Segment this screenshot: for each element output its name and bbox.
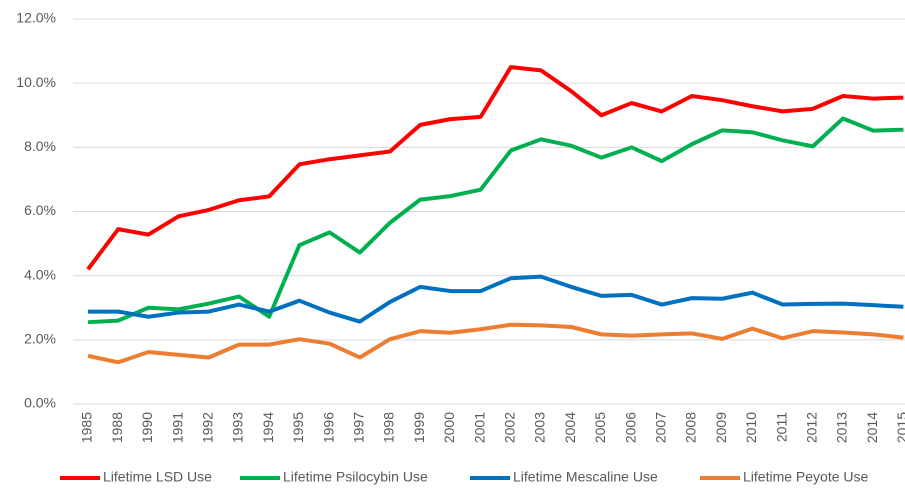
x-tick-label: 1991 (169, 412, 185, 443)
x-tick-label: 2006 (622, 412, 638, 443)
x-tick-label: 1990 (139, 412, 155, 443)
x-tick-label: 1994 (260, 412, 276, 443)
y-tick-label: 8.0% (24, 138, 56, 154)
data-line (87, 116, 904, 325)
x-tick-label: 1992 (200, 412, 216, 443)
x-tick-label: 2008 (683, 412, 699, 443)
y-tick-label: 6.0% (24, 202, 56, 218)
x-tick-label: 1993 (230, 412, 246, 443)
x-tick-label: 2005 (592, 412, 608, 443)
y-tick-label: 2.0% (24, 331, 56, 347)
x-tick-label: 1996 (320, 412, 336, 443)
x-tick-label: 2012 (804, 412, 820, 443)
y-tick-label: 10.0% (16, 74, 56, 90)
y-tick-label: 12.0% (16, 10, 56, 26)
x-tick-label: 2007 (653, 412, 669, 443)
data-line (88, 274, 904, 324)
legend-label: Lifetime Peyote Use (743, 469, 868, 485)
x-tick-label: 2010 (743, 412, 759, 443)
x-tick-label: 1995 (290, 412, 306, 443)
legend-label: Lifetime Mescaline Use (513, 469, 658, 485)
y-tick-label: 4.0% (24, 266, 56, 282)
y-tick-label: 0.0% (24, 395, 56, 411)
x-tick-label: 1999 (411, 412, 427, 443)
x-tick-label: 1988 (109, 412, 125, 443)
x-tick-label: 2002 (502, 412, 518, 443)
x-tick-label: 2004 (562, 412, 578, 443)
x-tick-label: 2014 (864, 412, 880, 443)
x-tick-label: 2003 (532, 412, 548, 443)
x-tick-label: 2000 (441, 412, 457, 443)
x-tick-label: 1985 (79, 412, 95, 443)
legend-label: Lifetime Psilocybin Use (283, 469, 428, 485)
data-line (87, 322, 904, 365)
x-tick-label: 1998 (381, 412, 397, 443)
x-tick-label: 2011 (773, 412, 789, 442)
x-tick-label: 2001 (471, 412, 487, 443)
x-tick-label: 2015 (894, 412, 905, 443)
x-tick-label: 2013 (834, 412, 850, 443)
data-line (86, 65, 904, 271)
x-tick-label: 1997 (351, 412, 367, 443)
x-tick-label: 2009 (713, 412, 729, 443)
legend-label: Lifetime LSD Use (103, 469, 212, 485)
